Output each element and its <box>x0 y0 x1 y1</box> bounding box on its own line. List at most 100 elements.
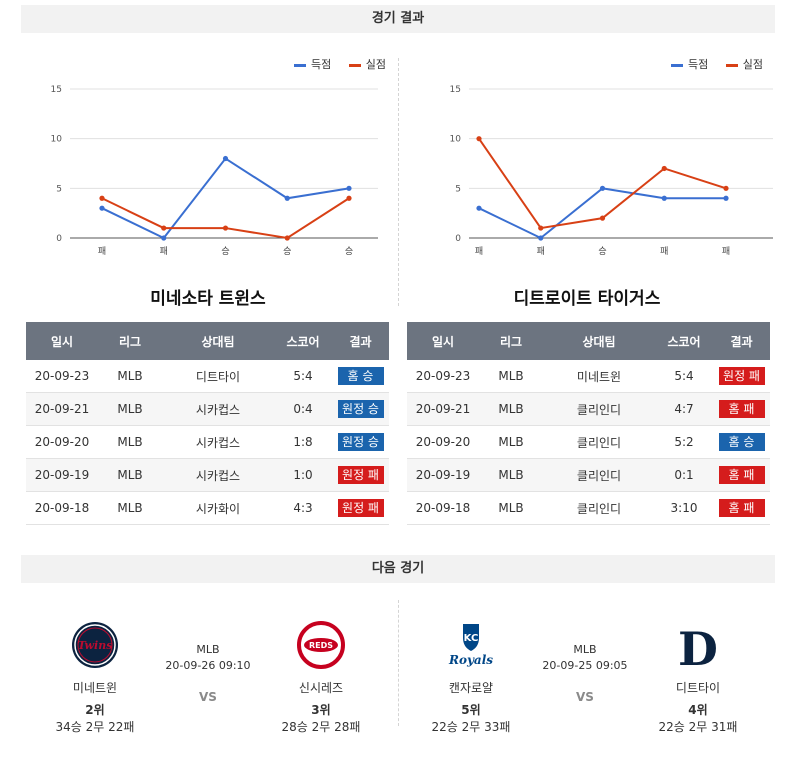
data-point-allowed <box>661 165 667 172</box>
cell-result: 홈 승 <box>332 360 389 393</box>
cell-date: 20-09-18 <box>407 491 479 525</box>
col-header-result: 결과 <box>332 322 389 360</box>
legend-item-scored: 득점 <box>671 56 708 72</box>
team-record: 22승 2무 31패 <box>658 720 738 734</box>
series-line-allowed <box>478 138 727 230</box>
vs-label: VS <box>199 690 217 704</box>
cell-date: 20-09-23 <box>407 360 479 393</box>
section-divider <box>398 600 399 726</box>
cell-score: 5:4 <box>274 360 332 393</box>
cell-opponent: 시카화이 <box>162 491 274 525</box>
y-tick-label: 10 <box>450 135 462 145</box>
result-badge: 홈 패 <box>718 499 765 517</box>
col-header-result: 결과 <box>713 322 770 360</box>
legend-label-scored: 득점 <box>311 58 332 71</box>
reds-logo-icon: REDS <box>297 621 345 669</box>
data-point-scored <box>599 185 606 191</box>
table-row: 20-09-20 MLB 클리인디 5:2 홈 승 <box>407 425 770 459</box>
team1-score-chart: 0 5 10 15 패 패 승 승 승 <box>51 85 378 257</box>
cell-league: MLB <box>98 392 162 426</box>
cell-result: 홈 패 <box>713 392 770 426</box>
y-tick-label: 15 <box>450 85 461 95</box>
next-games-section-title: 다음 경기 <box>21 555 775 583</box>
data-point-allowed <box>476 136 482 142</box>
table-row: 20-09-18 MLB 시카화이 4:3 원정 패 <box>26 491 389 525</box>
legend-item-allowed: 실점 <box>348 56 386 72</box>
cell-date: 20-09-20 <box>407 425 479 459</box>
cell-date: 20-09-18 <box>26 491 98 525</box>
result-badge: 원정 패 <box>337 499 384 517</box>
x-tick-label: 패 <box>98 246 106 257</box>
royals-logo-text: Royals <box>448 653 493 667</box>
result-badge: 홈 패 <box>718 466 765 484</box>
cell-score: 4:3 <box>274 491 332 525</box>
table-header-row: 일시 리그 상대팀 스코어 결과 <box>407 322 770 360</box>
team-name: 디트타이 <box>675 681 721 695</box>
team2-score-chart: 0 5 10 15 패 패 승 패 패 <box>450 85 773 257</box>
x-tick-label: 승 <box>283 246 291 257</box>
cell-opponent: 시카컵스 <box>162 425 274 459</box>
next-game2-info: MLB 20-09-25 09:05 <box>535 643 635 672</box>
tigers-logo-icon: D <box>678 622 718 676</box>
legend-item-scored: 득점 <box>294 56 331 72</box>
result-badge: 홈 승 <box>718 433 765 451</box>
chart-legend-right: 득점 실점 <box>657 56 763 72</box>
data-point-scored <box>538 235 544 241</box>
x-tick-label: 패 <box>537 246 545 257</box>
legend-swatch-scored <box>671 63 683 67</box>
data-point-allowed <box>161 225 167 231</box>
cell-opponent: 클리인디 <box>543 425 655 459</box>
data-point-scored <box>723 195 729 201</box>
cell-score: 1:8 <box>274 425 332 459</box>
data-point-allowed <box>99 195 105 201</box>
cell-date: 20-09-19 <box>26 458 98 492</box>
cell-result: 홈 승 <box>713 425 770 459</box>
x-tick-label: 승 <box>221 246 229 257</box>
x-tick-label: 패 <box>160 246 168 257</box>
table-row: 20-09-19 MLB 시카컵스 1:0 원정 패 <box>26 458 389 492</box>
table-row: 20-09-19 MLB 클리인디 0:1 홈 패 <box>407 458 770 492</box>
result-badge: 홈 승 <box>337 367 384 385</box>
legend-swatch-allowed <box>725 63 738 67</box>
team2-title: 디트로이트 타이거스 <box>513 289 661 309</box>
cell-result: 원정 승 <box>332 425 389 459</box>
col-header-date: 일시 <box>26 322 98 360</box>
table-row: 20-09-20 MLB 시카컵스 1:8 원정 승 <box>26 425 389 459</box>
cell-date: 20-09-19 <box>407 458 479 492</box>
cell-league: MLB <box>98 491 162 525</box>
cell-result: 원정 패 <box>332 491 389 525</box>
twins-logo-text: Twins <box>78 639 113 652</box>
cell-opponent: 시카컵스 <box>162 392 274 426</box>
team-record: 22승 2무 33패 <box>431 720 511 734</box>
result-badge: 원정 패 <box>337 466 384 484</box>
col-header-opponent: 상대팀 <box>543 322 655 360</box>
team-rank: 3위 <box>311 703 331 717</box>
data-point-allowed <box>538 225 544 231</box>
section-divider <box>398 58 399 306</box>
data-point-allowed <box>222 225 229 231</box>
legend-swatch-allowed <box>348 63 361 67</box>
data-point-scored <box>346 185 352 191</box>
cell-date: 20-09-20 <box>26 425 98 459</box>
royals-logo-monogram: KC <box>464 633 479 644</box>
cell-result: 원정 패 <box>713 360 770 393</box>
twins-logo-icon: Twins <box>72 622 118 668</box>
team-name: 미네트윈 <box>72 681 118 695</box>
cell-league: MLB <box>479 458 543 492</box>
team-rank: 5위 <box>461 703 481 717</box>
team-rank: 4위 <box>688 703 708 717</box>
legend-label-allowed: 실점 <box>742 58 763 71</box>
cell-result: 홈 패 <box>713 491 770 525</box>
col-header-league: 리그 <box>98 322 162 360</box>
table-row: 20-09-23 MLB 디트타이 5:4 홈 승 <box>26 360 389 393</box>
table-row: 20-09-23 MLB 미네트윈 5:4 원정 패 <box>407 360 770 393</box>
team-rank: 2위 <box>85 703 105 717</box>
series-line-scored <box>478 187 726 240</box>
result-badge: 원정 패 <box>718 367 765 385</box>
game-datetime: 20-09-25 09:05 <box>542 659 628 672</box>
cell-league: MLB <box>98 425 162 459</box>
cell-opponent: 클리인디 <box>543 458 655 492</box>
results-section-title: 경기 결과 <box>21 5 775 33</box>
cell-score: 5:4 <box>655 360 713 393</box>
